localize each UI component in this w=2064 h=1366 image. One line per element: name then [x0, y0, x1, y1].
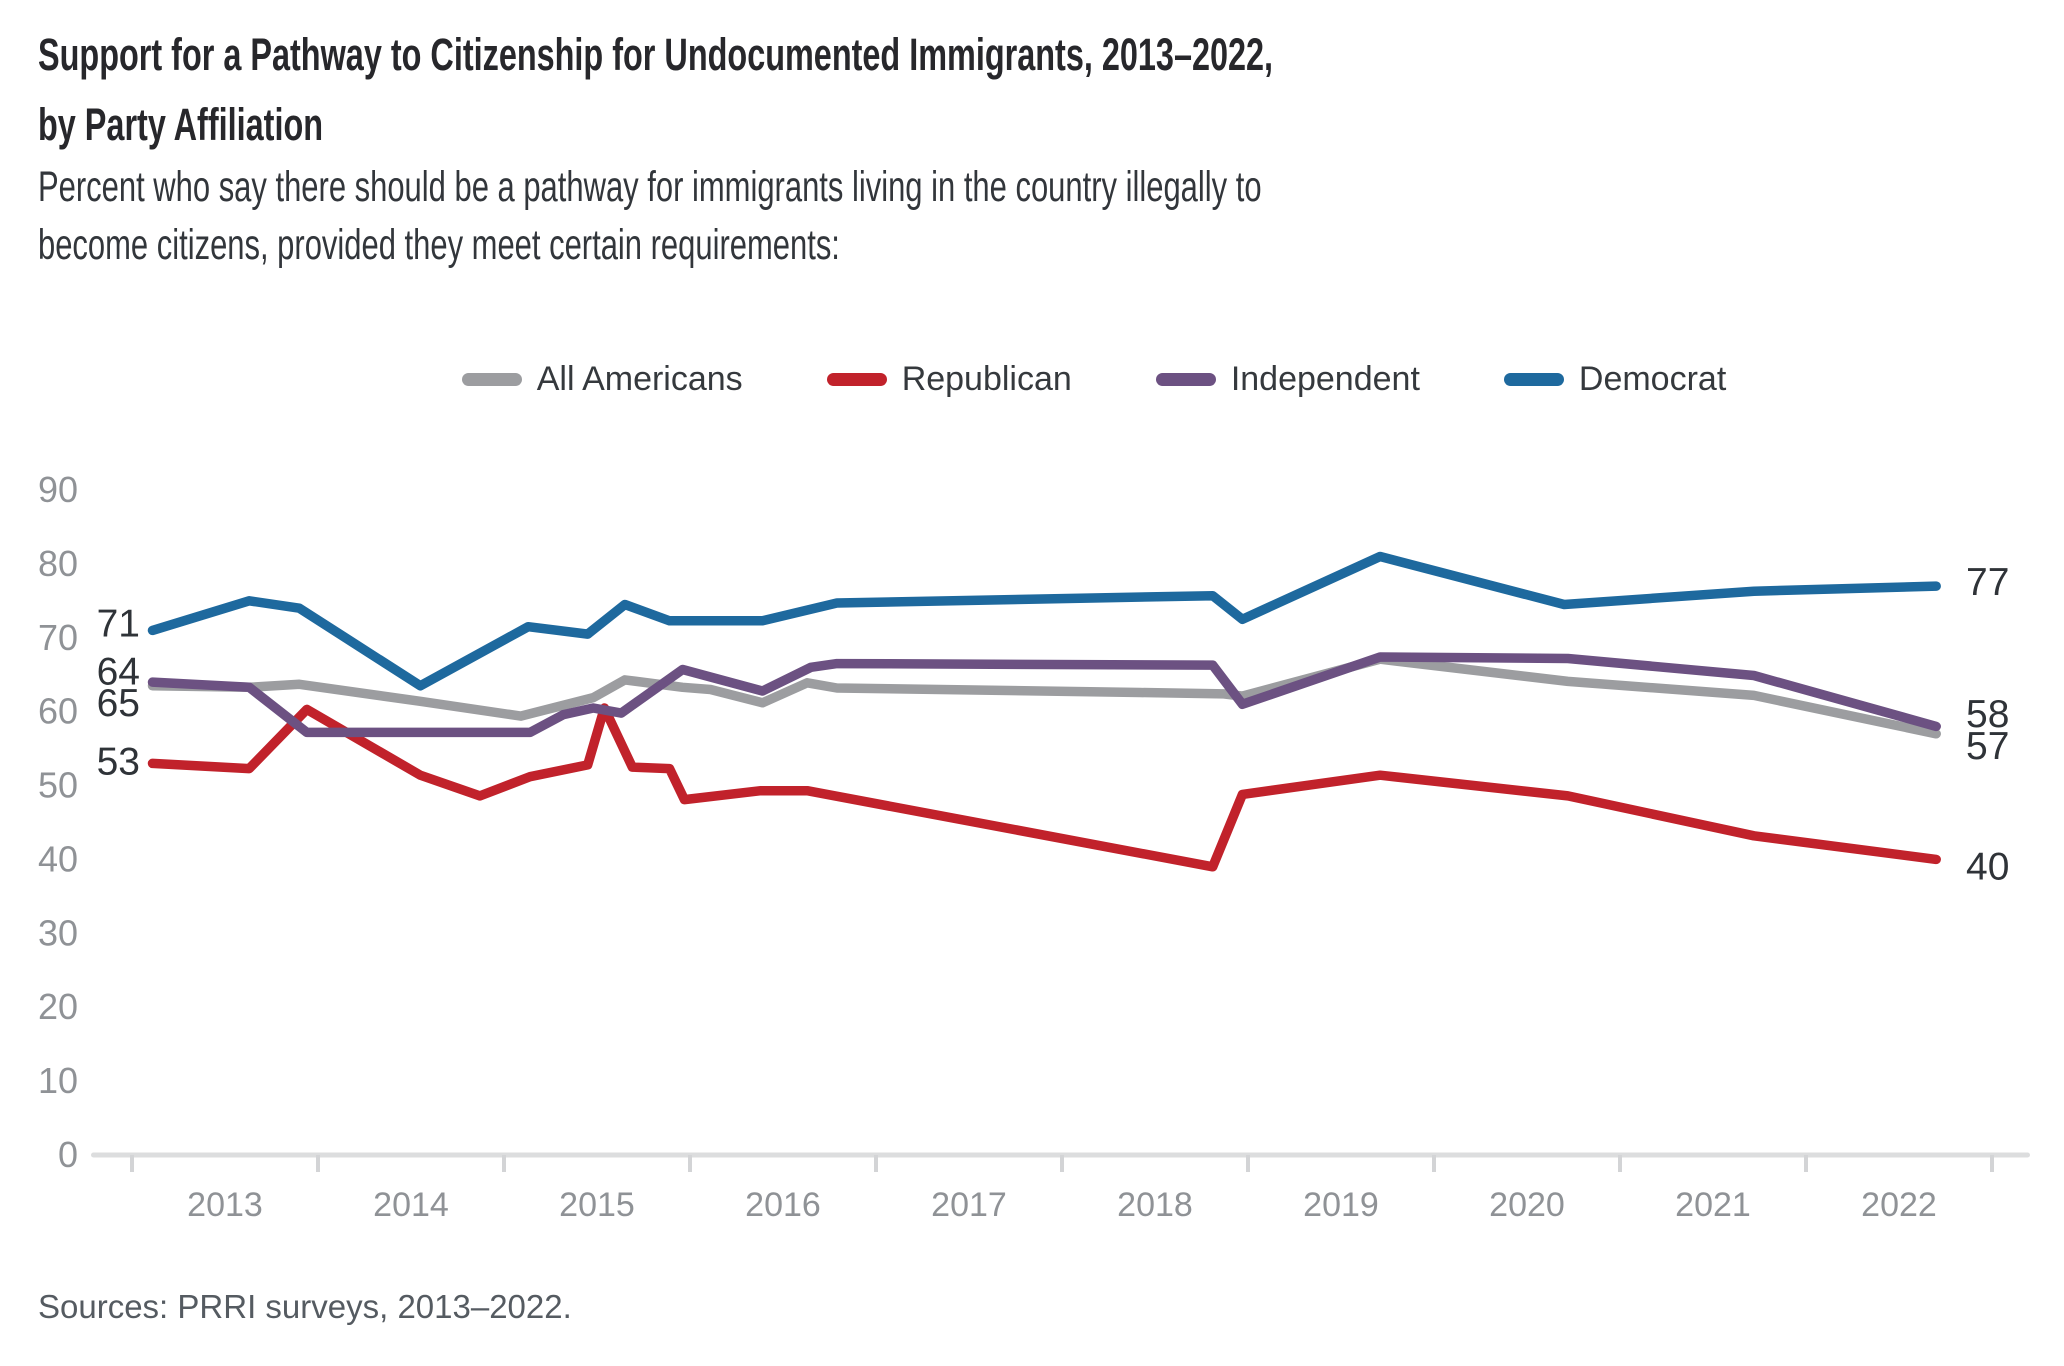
value-label-left-republican: 53: [97, 740, 140, 783]
legend-swatch-all-americans: [461, 373, 522, 386]
value-label-left-democrat: 71: [97, 602, 140, 645]
legend-label-republican: Republican: [901, 360, 1072, 398]
legend-item-all-americans: All Americans: [461, 360, 743, 399]
y-tick-label: 60: [38, 691, 78, 732]
legend-item-republican: Republican: [826, 360, 1072, 399]
x-tick-label: 2014: [373, 1186, 449, 1224]
series-line-independent: [147, 652, 1941, 738]
x-tick-label: 2013: [187, 1186, 263, 1224]
legend-label-all-americans: All Americans: [536, 360, 743, 398]
x-axis-tick: [1060, 1155, 1064, 1172]
x-tick-label: 2020: [1489, 1186, 1565, 1224]
legend-label-independent: Independent: [1230, 360, 1420, 398]
x-axis-tick: [1804, 1155, 1808, 1172]
x-axis-tick: [130, 1155, 134, 1172]
value-label-right-democrat: 77: [1966, 561, 2009, 604]
legend-label-democrat: Democrat: [1578, 360, 1727, 398]
chart-subtitle-line1: Percent who say there should be a pathwa…: [38, 163, 1262, 211]
value-label-right-republican: 40: [1966, 845, 2009, 888]
x-axis-tick: [1246, 1155, 1250, 1172]
x-axis-tick: [874, 1155, 878, 1172]
y-tick-label: 30: [38, 912, 78, 953]
x-axis-tick: [502, 1155, 506, 1172]
y-tick-label: 70: [38, 617, 78, 658]
chart-subtitle-line2: become citizens, provided they meet cert…: [38, 221, 840, 269]
y-tick-label: 80: [38, 543, 78, 584]
y-tick-label: 20: [38, 986, 78, 1027]
x-tick-label: 2015: [559, 1186, 635, 1224]
x-tick-label: 2021: [1675, 1186, 1751, 1224]
y-tick-label: 90: [38, 469, 78, 510]
x-axis-tick: [1990, 1155, 1994, 1172]
legend-swatch-republican: [826, 373, 887, 386]
x-axis-tick: [1432, 1155, 1436, 1172]
source-note: Sources: PRRI surveys, 2013–2022.: [38, 1288, 572, 1325]
x-axis-tick: [1618, 1155, 1622, 1172]
value-label-right-independent: 58: [1966, 693, 2009, 736]
chart-title-line1: Support for a Pathway to Citizenship for…: [38, 29, 1274, 80]
legend-swatch-democrat: [1503, 373, 1564, 386]
chart-title: Support for a Pathway to Citizenship for…: [38, 20, 1273, 160]
y-tick-label: 40: [38, 838, 78, 879]
legend: All Americans Republican Independent Dem…: [62, 360, 2064, 399]
x-axis-tick: [316, 1155, 320, 1172]
value-label-left-independent: 64: [97, 650, 140, 693]
y-tick-label: 0: [58, 1134, 78, 1175]
x-tick-label: 2017: [931, 1186, 1007, 1224]
chart-subtitle: Percent who say there should be a pathwa…: [38, 158, 1262, 274]
y-tick-label: 50: [38, 765, 78, 806]
series-line-republican: [147, 703, 1941, 872]
value-label-left-all-americans: 65: [97, 682, 140, 725]
legend-swatch-independent: [1155, 373, 1216, 386]
x-tick-label: 2018: [1117, 1186, 1193, 1224]
x-axis-tick: [688, 1155, 692, 1172]
chart-title-line2: by Party Affiliation: [38, 99, 324, 150]
value-label-right-all-americans: 57: [1966, 725, 2009, 768]
series-line-democrat: [147, 551, 1941, 691]
legend-item-democrat: Democrat: [1503, 360, 1727, 399]
x-tick-label: 2022: [1861, 1186, 1937, 1224]
legend-item-independent: Independent: [1155, 360, 1420, 399]
x-tick-label: 2019: [1303, 1186, 1379, 1224]
y-tick-label: 10: [38, 1060, 78, 1101]
x-tick-label: 2016: [745, 1186, 821, 1224]
